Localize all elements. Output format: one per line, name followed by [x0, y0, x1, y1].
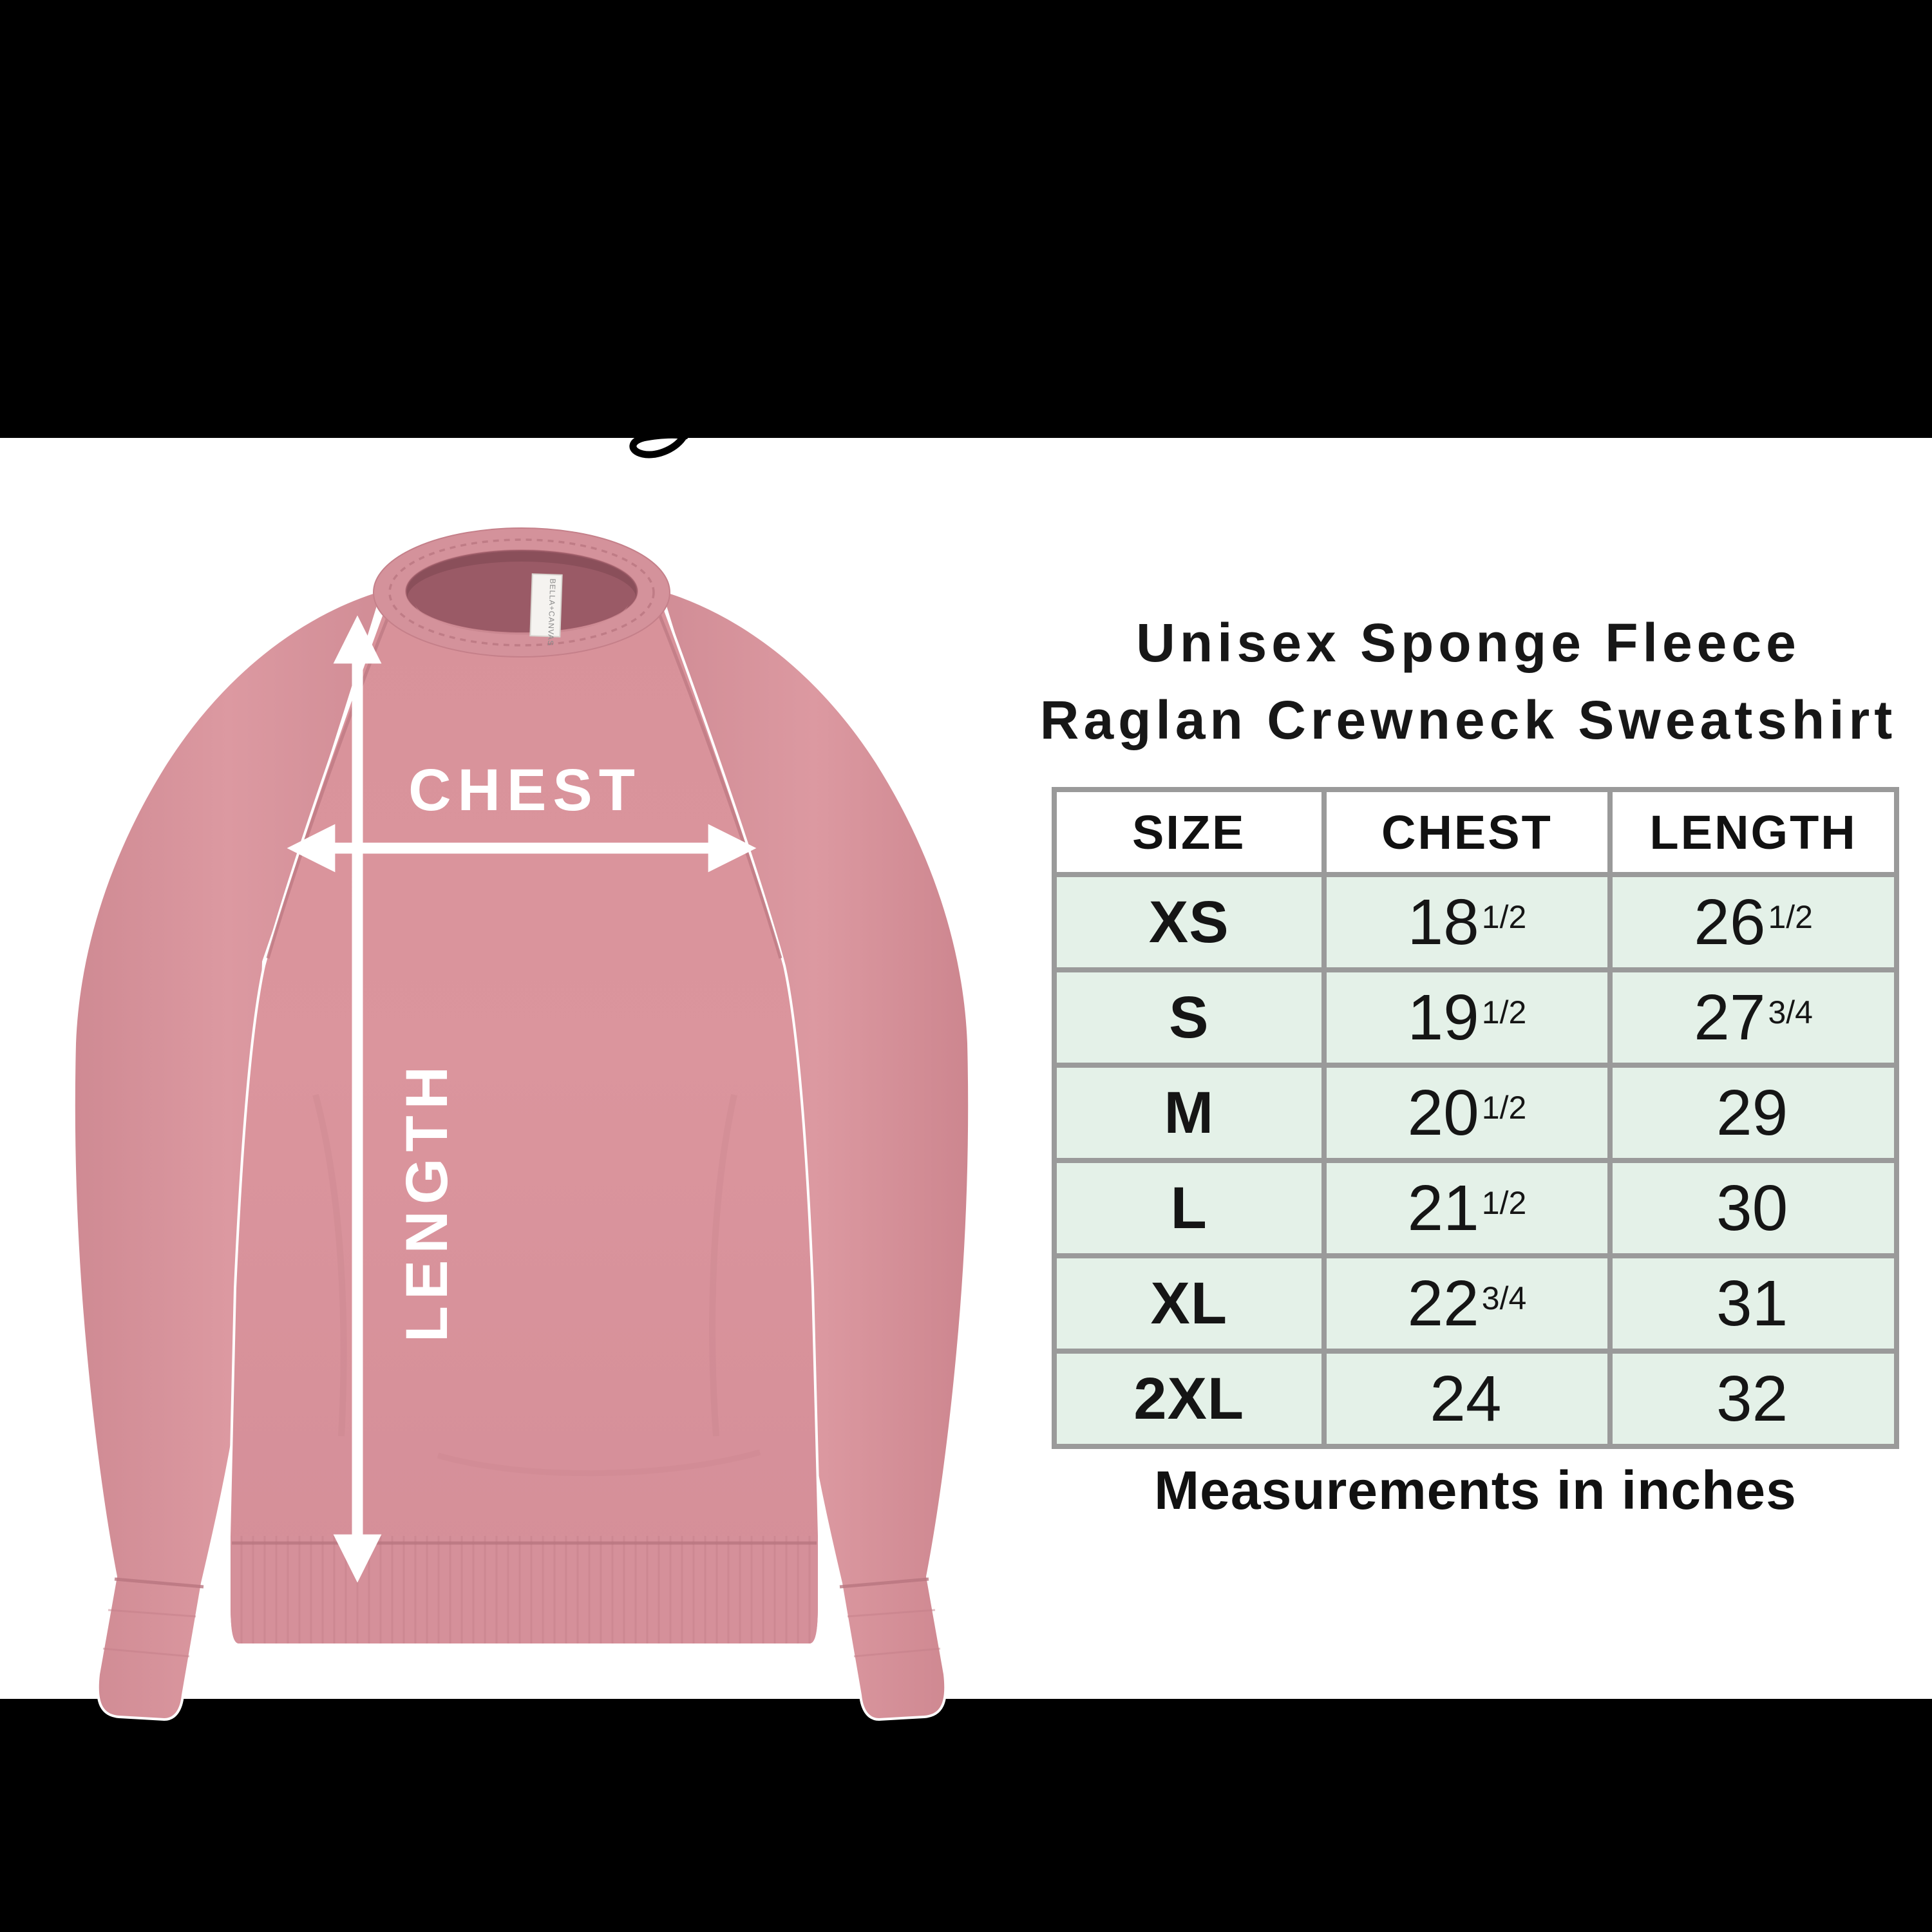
- chest-value: 24: [1321, 1349, 1613, 1449]
- neck-tag-text: BELLA+CANVAS: [546, 578, 558, 646]
- neck-tag: BELLA+CANVAS: [529, 573, 563, 646]
- length-value: 29: [1607, 1063, 1899, 1163]
- col-header-length: LENGTH: [1607, 787, 1899, 877]
- table-row: M 201/2 29: [1052, 1063, 1899, 1163]
- measurements-note: Measurements in inches: [1154, 1460, 1797, 1520]
- hem-band: [231, 1536, 818, 1643]
- product-title: Unisex Sponge Fleece Raglan Crewneck Swe…: [1005, 604, 1932, 759]
- size-value: S: [1052, 967, 1327, 1068]
- table-row: XL 223/4 31: [1052, 1253, 1899, 1354]
- size-value: M: [1052, 1063, 1327, 1163]
- sweatshirt-photo: BELLA+CANVAS: [72, 527, 971, 1721]
- chest-value: 181/2: [1321, 872, 1613, 972]
- chest-measure-label: CHEST: [408, 757, 641, 823]
- col-header-size: SIZE: [1052, 787, 1327, 877]
- top-black-bar: [0, 0, 1932, 438]
- table-row: S 191/2 273/4: [1052, 967, 1899, 1068]
- chest-value: 201/2: [1321, 1063, 1613, 1163]
- length-value: 32: [1607, 1349, 1899, 1449]
- product-title-line2: Raglan Crewneck Sweatshirt: [1039, 690, 1897, 750]
- bottom-black-bar: [0, 1699, 1932, 1932]
- script-descender-decoration: [629, 435, 688, 459]
- collar: BELLA+CANVAS: [372, 527, 671, 658]
- size-value: L: [1052, 1158, 1327, 1258]
- length-value: 31: [1607, 1253, 1899, 1354]
- table-row: L 211/2 30: [1052, 1158, 1899, 1258]
- chest-value: 191/2: [1321, 967, 1613, 1068]
- size-value: 2XL: [1052, 1349, 1327, 1449]
- header-row: SIZE CHEST LENGTH: [1052, 787, 1899, 877]
- table-row: XS 181/2 261/2: [1052, 872, 1899, 972]
- chest-value: 223/4: [1321, 1253, 1613, 1354]
- size-value: XL: [1052, 1253, 1327, 1354]
- measurement-arrows: [287, 615, 757, 1583]
- chest-value: 211/2: [1321, 1158, 1613, 1258]
- length-value: 30: [1607, 1158, 1899, 1258]
- length-value: 273/4: [1607, 967, 1899, 1068]
- product-title-line1: Unisex Sponge Fleece: [1136, 612, 1801, 673]
- length-measure-label: LENGTH: [394, 1059, 460, 1343]
- size-value: XS: [1052, 872, 1327, 972]
- size-chart-table: SIZE CHEST LENGTH XS 181/2 261/2 S 191/2…: [1052, 787, 1899, 1449]
- table-row: 2XL 24 32: [1052, 1349, 1899, 1449]
- col-header-chest: CHEST: [1321, 787, 1613, 877]
- length-value: 261/2: [1607, 872, 1899, 972]
